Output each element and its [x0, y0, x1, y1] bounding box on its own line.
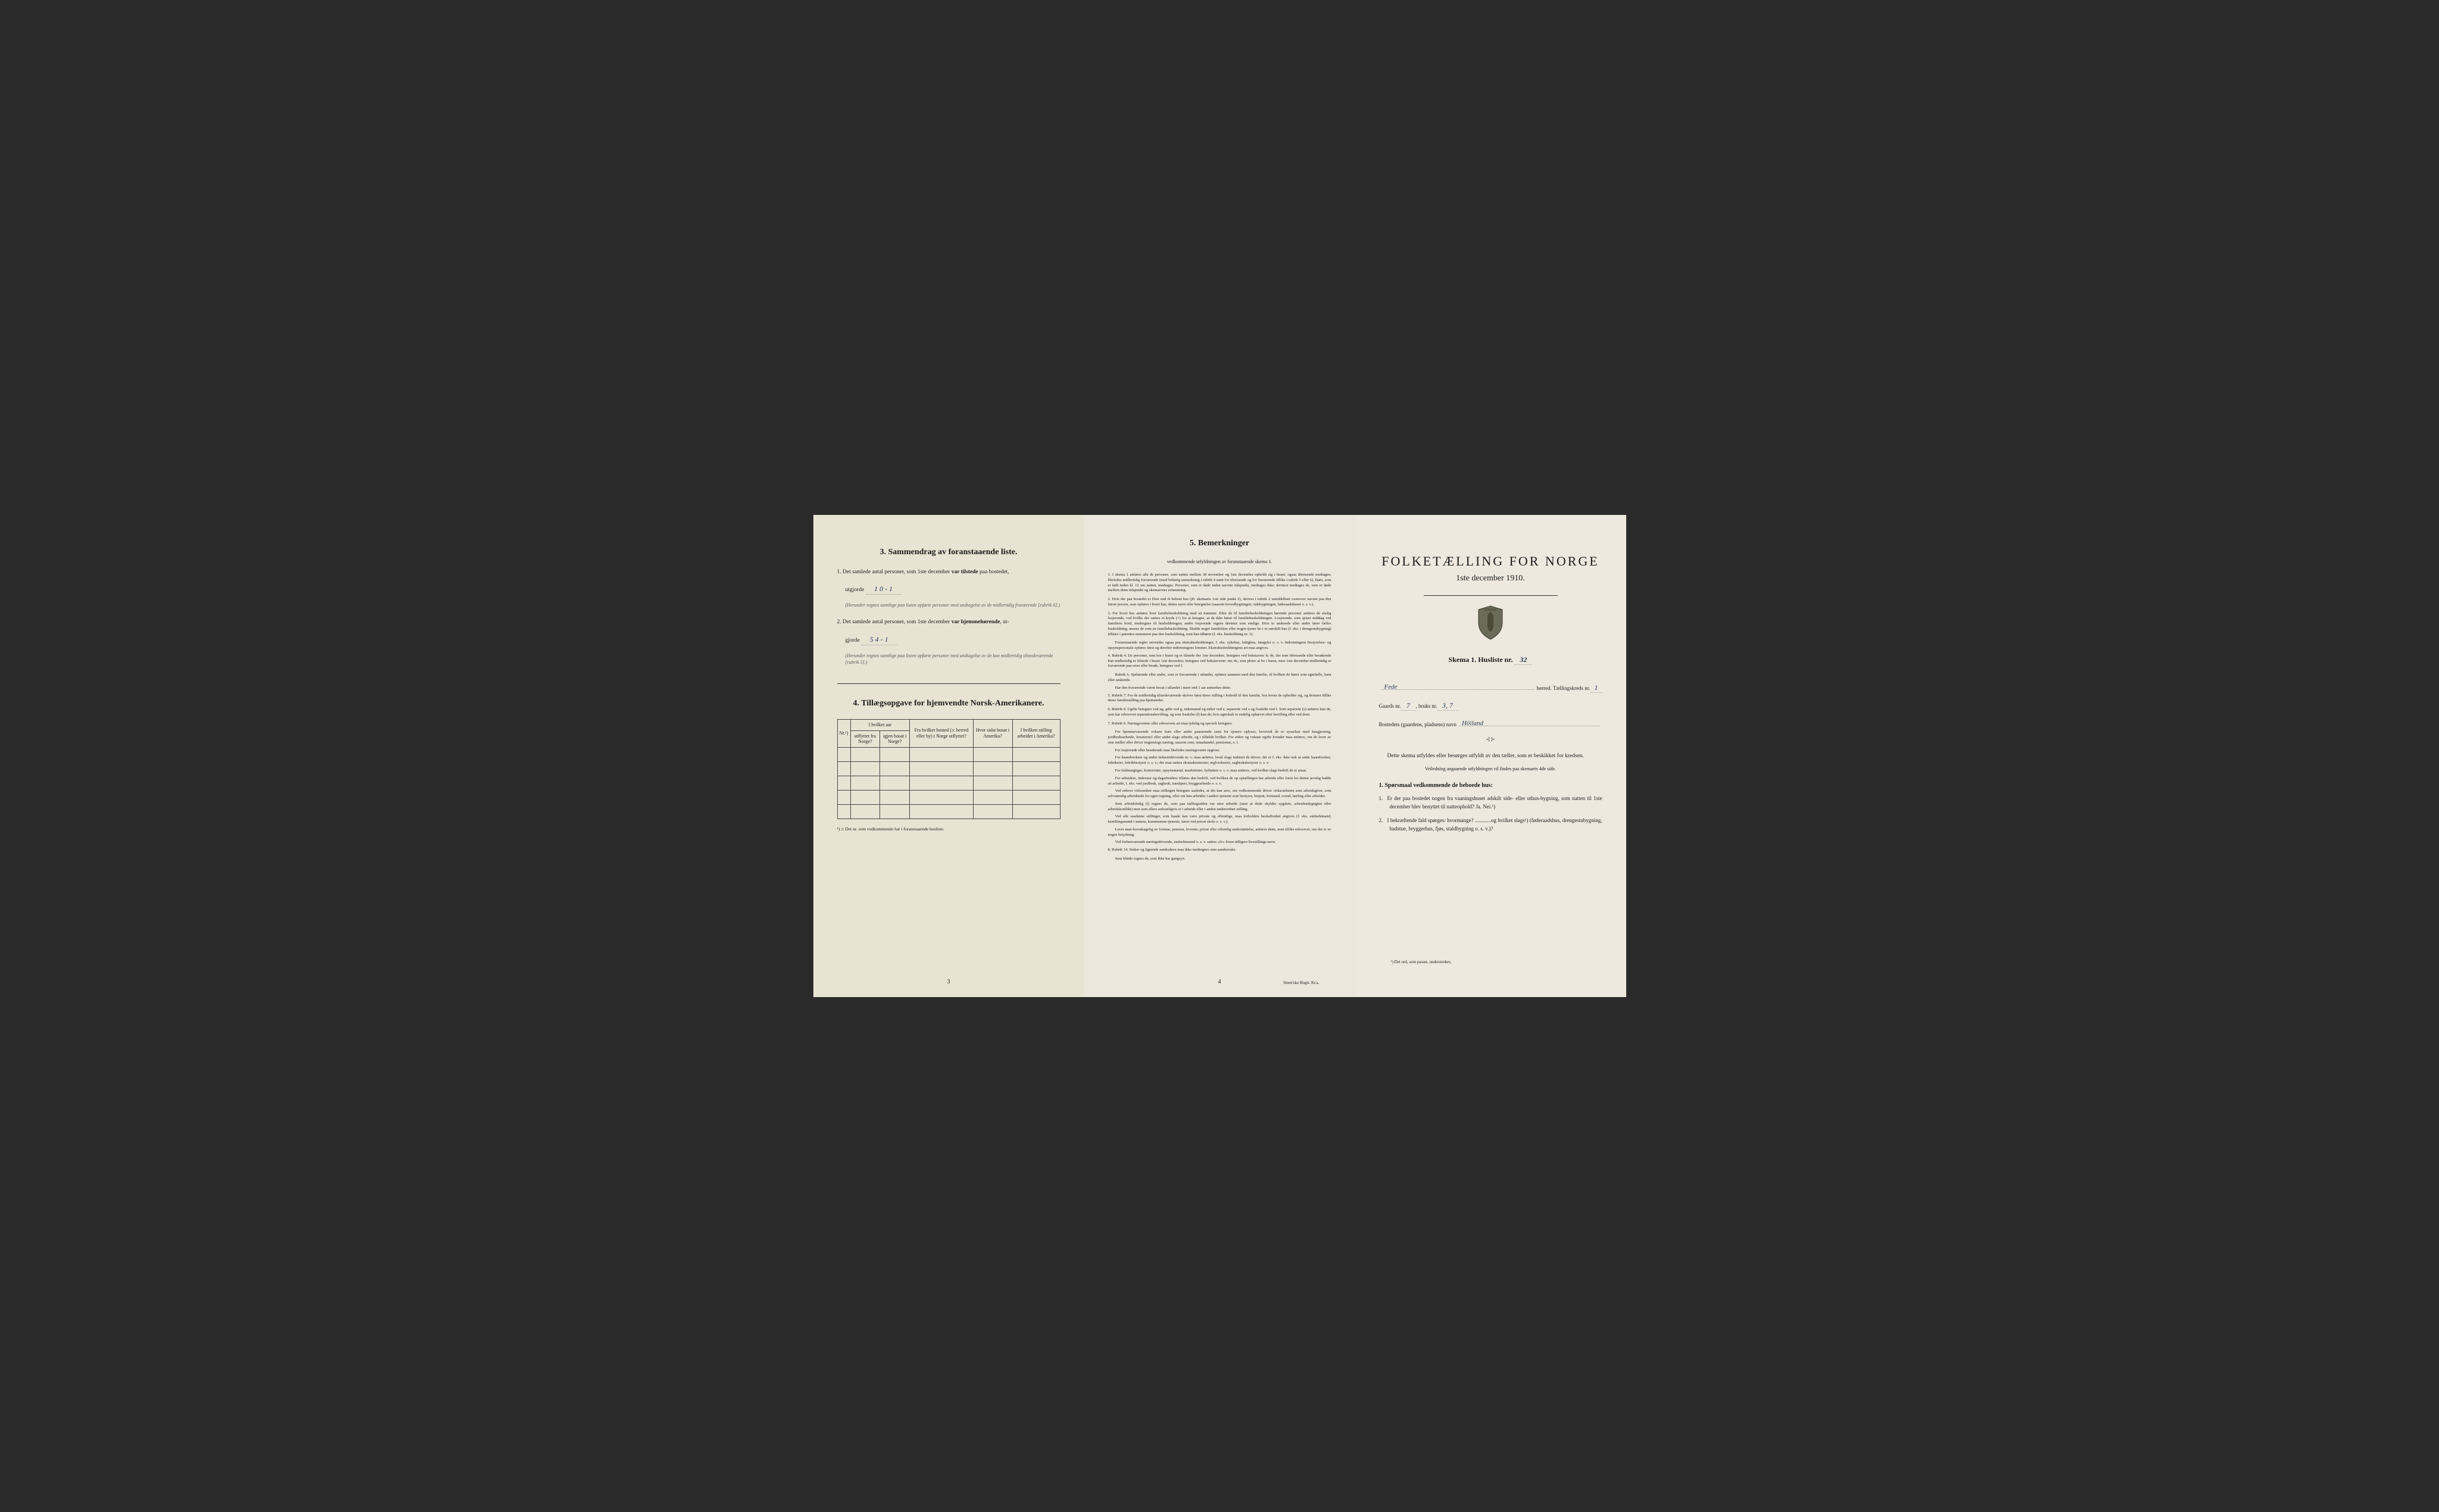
kreds-num: 1 [1590, 683, 1602, 693]
item1-bold: var tilstede [952, 569, 978, 575]
item2-handwritten: 5 4 - 1 [861, 634, 897, 645]
section4-table: Nr.¹) I hvilket aar Fra hvilket bosted (… [837, 719, 1061, 819]
q1-num: 1. [1379, 795, 1387, 803]
th-bosat: igjen bosat i Norge? [880, 730, 910, 747]
remark-7c: For haandverkere og andre industridriven… [1108, 755, 1331, 766]
coat-of-arms-icon [1379, 605, 1602, 643]
remark-4b: Rubrik 6. Sjøfarende eller andre, som er… [1108, 673, 1331, 683]
remark-7b: For losjerende eller besøkende maa likel… [1108, 748, 1331, 754]
section3-item2: 2. Det samlede antal personer, som 1ste … [837, 618, 1061, 626]
remark-7a: For hjemmeværende voksne barn eller andr… [1108, 730, 1331, 745]
question-2: 2.I bekræftende fald spørges: hvormange?… [1390, 817, 1602, 833]
remark-7d: For fuldmægtiger, kontorister, opsynsmæn… [1108, 769, 1331, 774]
table-row [837, 761, 1060, 776]
page-number-3: 3 [947, 979, 950, 985]
section-4-title: 4. Tillægsopgave for hjemvendte Norsk-Am… [837, 699, 1061, 708]
th-amerika: Hvor sidst bosat i Amerika? [973, 720, 1012, 748]
herred-fill: Fede [1381, 683, 1534, 690]
q1-text: Er der paa bostedet nogen fra vaaningshu… [1387, 795, 1602, 810]
th-nr: Nr.¹) [837, 720, 850, 748]
skema-prefix: Skema 1. Husliste nr. [1449, 655, 1513, 664]
item2-l2-prefix: gjorde [846, 638, 860, 643]
q2-num: 2. [1379, 817, 1387, 825]
item1-prefix: 1. Det samlede antal personer, som 1ste … [837, 569, 952, 575]
item2-suffix: , ut- [1000, 619, 1009, 625]
gaards-num: 7 [1401, 701, 1416, 711]
remark-6: 6. Rubrik 8. Ugifte betegnes ved ug, gif… [1108, 707, 1331, 718]
page-number-4: 4 [1218, 979, 1221, 985]
main-title: FOLKETÆLLING FOR NORGE [1379, 554, 1602, 569]
bosted-fill: Höiland [1459, 719, 1600, 726]
section3-item2-fine: (Herunder regnes samtlige paa listen opf… [846, 652, 1061, 666]
section-5-subtitle: vedkommende utfyldningen av foranstaaend… [1108, 559, 1331, 564]
instruction-2: Veiledning angaaende utfyldningen vil fi… [1379, 766, 1602, 771]
section3-item1: 1. Det samlede antal personer, som 1ste … [837, 568, 1061, 576]
bosted-line: Bostedets (gaardens, pladsens) navn Höil… [1379, 719, 1602, 727]
instruction-1: Dette skema utfyldes eller besørges utfy… [1379, 752, 1602, 760]
page-2: 5. Bemerkninger vedkommende utfyldningen… [1084, 515, 1355, 997]
remark-7e: For arbeidere, inderster og dagarbeidere… [1108, 776, 1331, 787]
remark-7g: Som arbeidsledig (l) regnes de, som paa … [1108, 802, 1331, 813]
page-1: 3. Sammendrag av foranstaaende liste. 1.… [813, 515, 1084, 997]
remark-7: 7. Rubrik 9. Næringsveiens eller erhverv… [1108, 721, 1331, 727]
item1-l2-prefix: utgjorde [846, 587, 865, 593]
date-title: 1ste december 1910. [1379, 574, 1602, 583]
remark-5: 5. Rubrik 7. For de midlertidig tilstede… [1108, 693, 1331, 704]
section3-item1-fine: (Herunder regnes samtlige paa listen opf… [846, 602, 1061, 608]
bosted-value: Höiland [1462, 720, 1483, 727]
title-rule [1424, 595, 1558, 596]
section3-item2-line2: gjorde 5 4 - 1 [846, 634, 1061, 645]
item2-bold: var hjemmehørende [952, 619, 1000, 625]
questions-title: 1. Spørsmaal vedkommende de beboede hus: [1379, 782, 1602, 789]
section-5-title: 5. Bemerkninger [1108, 539, 1331, 548]
item2-prefix: 2. Det samlede antal personer, som 1ste … [837, 619, 952, 625]
table-row [837, 776, 1060, 790]
herred-value: Fede [1384, 683, 1398, 691]
remark-7j: Ved forhenværende næringsdrivende, embed… [1108, 840, 1331, 845]
herred-line: Fede herred. Tællingskreds nr. 1 [1379, 683, 1602, 693]
item1-suffix: paa bostedet, [978, 569, 1009, 575]
skema-number: 32 [1514, 655, 1532, 665]
bosted-prefix: Bostedets (gaardens, pladsens) navn [1379, 721, 1456, 727]
gaards-line: Gaards nr. 7 , bruks nr. 3, 7 [1379, 701, 1602, 711]
table-row [837, 804, 1060, 819]
table-row [837, 747, 1060, 761]
remark-1: 1. I skema 1 anføres alle de personer, s… [1108, 573, 1331, 593]
page-3: FOLKETÆLLING FOR NORGE 1ste december 191… [1355, 515, 1626, 997]
document-spread: 3. Sammendrag av foranstaaende liste. 1.… [813, 515, 1626, 997]
remark-3b: Foranstaaende regler anvendes ogsaa paa … [1108, 641, 1331, 651]
remark-7h: Ved alle saadanne stillinger, som baade … [1108, 814, 1331, 825]
remark-8: 8. Rubrik 14. Sinker og lignende aandssl… [1108, 848, 1331, 853]
th-stilling: I hvilken stilling arbeidet i Amerika? [1012, 720, 1060, 748]
gaards-prefix: Gaards nr. [1379, 703, 1401, 709]
section3-item1-line2: utgjorde 1 0 - 1 [846, 583, 1061, 595]
remark-2: 2. Hvis der paa bostedet er flere end ét… [1108, 597, 1331, 608]
herred-suffix: herred. Tællingskreds nr. [1537, 685, 1590, 691]
page3-footnote: ¹) Det ord, som passer, understrekes. [1391, 960, 1452, 964]
section-3-title: 3. Sammendrag av foranstaaende liste. [837, 548, 1061, 557]
printer-mark: Steen'ske Bogtr. Kr.a. [1283, 980, 1320, 985]
question-1: 1.Er der paa bostedet nogen fra vaanings… [1390, 795, 1602, 811]
bruks-num: 3, 7 [1437, 701, 1458, 711]
q2-text: I bekræftende fald spørges: hvormange? .… [1387, 817, 1602, 832]
th-utflyttet: utflyttet fra Norge? [850, 730, 880, 747]
th-bosted: Fra hvilket bosted (ɔ: herred eller by) … [910, 720, 973, 748]
section-divider [837, 683, 1061, 684]
th-aar-group: I hvilket aar [850, 720, 910, 731]
section4-footnote: ¹) ɔ: Det nr. som vedkommende har i fora… [837, 826, 1061, 832]
ornament-icon: ⊰⊱ [1379, 736, 1602, 743]
remark-4c: Har den fraværende været bosat i utlande… [1108, 686, 1331, 691]
item1-handwritten: 1 0 - 1 [866, 583, 902, 595]
remark-7i: Lever man hovedsagelig av formue, pensio… [1108, 827, 1331, 838]
remark-3: 3. For hvert hus anføres hver familiehus… [1108, 611, 1331, 638]
remark-4: 4. Rubrik 4. De personer, som bor i huse… [1108, 654, 1331, 669]
remark-7f: Ved enhver virksomhet maa stillingen bet… [1108, 789, 1331, 799]
table-row [837, 790, 1060, 804]
remark-8b: Som blinde regnes de, som ikke har gangs… [1108, 857, 1331, 862]
skema-line: Skema 1. Husliste nr. 32 [1379, 655, 1602, 665]
table-header-row1: Nr.¹) I hvilket aar Fra hvilket bosted (… [837, 720, 1060, 731]
bruks-label: , bruks nr. [1416, 703, 1437, 709]
